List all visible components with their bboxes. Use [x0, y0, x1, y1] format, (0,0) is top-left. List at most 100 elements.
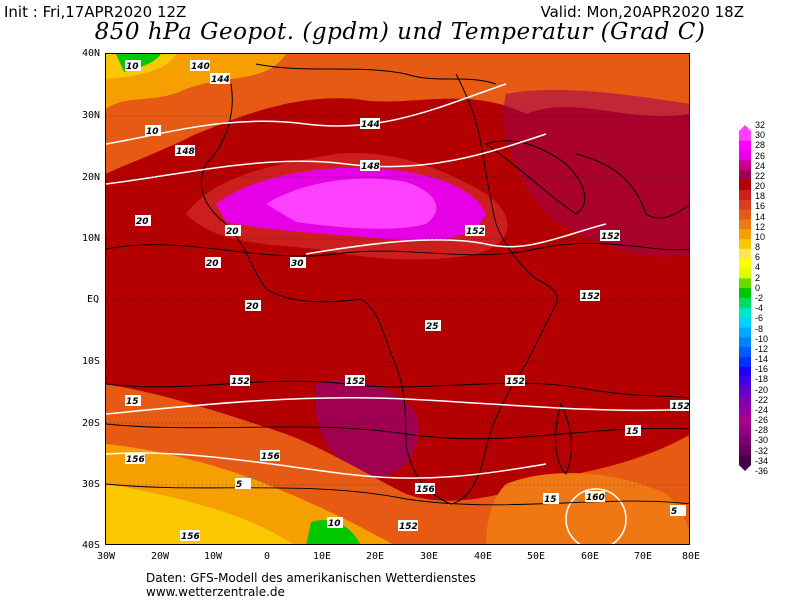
lat-label-20s: 20S — [82, 418, 101, 429]
legend-swatch — [739, 455, 751, 466]
map-label-temp: 10 — [328, 519, 341, 529]
legend-label: 12 — [755, 221, 766, 232]
contour-160 — [565, 488, 627, 544]
legend-swatch — [739, 140, 751, 152]
legend-label: -16 — [755, 364, 769, 375]
legend-swatch — [739, 298, 751, 309]
map-label-geo: 148 — [361, 162, 380, 172]
legend-swatch — [739, 278, 751, 289]
legend-label: 28 — [755, 140, 766, 151]
map-label-geo: 144 — [211, 75, 230, 85]
map-label-geo: 156 — [416, 485, 435, 495]
temperature-zone-north — [106, 54, 689, 174]
legend-label: 8 — [755, 242, 761, 253]
map-label-geo: 152 — [399, 522, 418, 532]
legend-swatch — [739, 219, 751, 230]
legend-label: 16 — [755, 201, 766, 212]
legend-swatch — [739, 150, 751, 161]
legend-swatch — [739, 268, 751, 279]
lon-label-0: 0 — [264, 551, 271, 562]
label-box — [235, 478, 251, 489]
legend-label: -2 — [755, 293, 764, 303]
legend-label: -30 — [755, 435, 769, 446]
temperature-zone-indian-ocean — [486, 473, 689, 544]
legend-swatch — [739, 425, 751, 437]
legend-label: 6 — [755, 252, 761, 263]
legend-swatch — [739, 347, 751, 358]
map-label-temp: 20 — [226, 227, 239, 237]
map-label-geo: 152 — [466, 227, 485, 237]
lat-label-10s: 10S — [82, 356, 101, 367]
legend-swatch — [739, 199, 751, 211]
legend-swatch — [739, 307, 751, 319]
map-label-geo: 152 — [346, 377, 365, 387]
legend-swatch — [739, 317, 751, 328]
legend-label: -4 — [755, 303, 764, 314]
legend-label: 22 — [755, 170, 766, 181]
data-source: Daten: GFS-Modell des amerikanischen Wet… — [146, 571, 476, 585]
legend-swatch — [739, 445, 751, 456]
legend-swatch — [739, 415, 751, 427]
legend-swatch — [739, 337, 751, 348]
map-label-geo: 152 — [601, 232, 620, 242]
label-box — [175, 145, 195, 156]
label-box — [625, 425, 641, 436]
label-box — [225, 225, 241, 236]
label-box — [585, 491, 605, 502]
lat-label-20n: 20N — [82, 172, 101, 183]
legend-swatch — [739, 189, 751, 201]
legend-swatch — [739, 288, 751, 299]
lon-label-80e: 80E — [682, 551, 701, 562]
isotherm-15 — [106, 423, 689, 440]
map-label-geo: 148 — [176, 147, 195, 157]
legend-swatch — [739, 131, 751, 142]
label-box — [190, 60, 210, 71]
legend-label: -12 — [755, 343, 769, 354]
map-label-geo: 156 — [261, 452, 280, 462]
legend-label: 14 — [755, 211, 766, 222]
label-box — [205, 257, 221, 268]
label-box — [465, 225, 485, 236]
label-box — [125, 395, 141, 406]
map-label-geo: 152 — [506, 377, 525, 387]
legend-label: -10 — [755, 333, 769, 344]
contour-156 — [106, 452, 547, 479]
map-canvas: 10 140 144 10 148 148 144 20 20 152 152 … — [106, 54, 689, 544]
legend-label: -20 — [755, 384, 769, 395]
label-box — [505, 375, 525, 386]
label-box — [543, 493, 559, 504]
legend-label: 20 — [755, 181, 766, 192]
valid-time: Valid: Mon,20APR2020 18Z — [540, 3, 744, 21]
lat-label-30n: 30N — [82, 110, 101, 121]
temperature-zone-south-cold — [106, 484, 293, 544]
legend-swatch — [739, 239, 751, 250]
lat-label-30s: 30S — [82, 479, 101, 490]
mediterranean-coast — [255, 63, 497, 85]
label-box — [600, 230, 620, 241]
legend-label: -36 — [755, 466, 769, 476]
legend-label: -24 — [755, 404, 769, 415]
temperature-zone-sahara-peak — [266, 178, 437, 229]
label-box — [415, 483, 435, 494]
legend-swatch — [739, 229, 751, 240]
website: www.wetterzentrale.de — [146, 585, 285, 599]
map-label-temp: 25 — [426, 322, 439, 332]
lat-lon-grid — [106, 115, 689, 486]
legend-label: -28 — [755, 425, 769, 436]
label-box — [260, 450, 280, 461]
label-box — [210, 73, 230, 84]
label-box — [180, 530, 200, 541]
label-box — [360, 160, 380, 171]
legend-swatch — [739, 180, 751, 191]
map-label-temp: 15 — [126, 397, 139, 407]
legend-swatch — [739, 160, 751, 171]
label-box — [345, 375, 365, 386]
map-label-temp: 5 — [671, 507, 677, 517]
legend-label: 2 — [755, 272, 761, 283]
map-label-geo: 140 — [191, 62, 210, 72]
legend-label: 32 — [755, 120, 766, 130]
legend-swatch — [739, 258, 751, 270]
lat-label-eq: EQ — [87, 294, 100, 305]
legend-swatch — [739, 376, 751, 387]
lon-label-40e: 40E — [474, 551, 493, 562]
